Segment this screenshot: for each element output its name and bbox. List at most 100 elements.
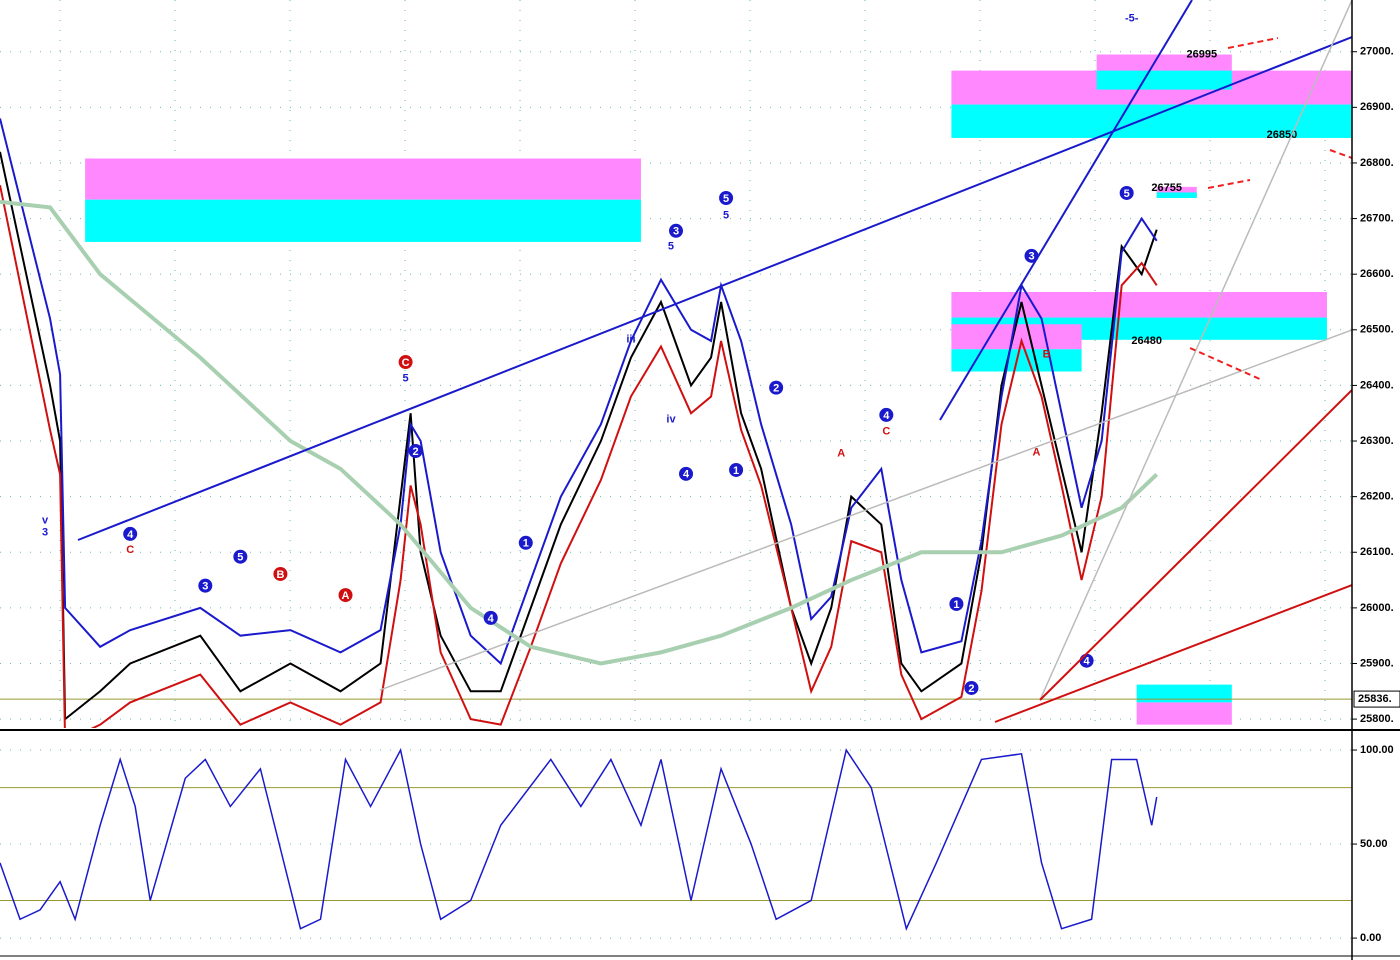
wave-circle: [1119, 185, 1134, 200]
trend-line: [994, 584, 1352, 723]
wave-label: 4: [127, 529, 134, 541]
wave-circle: [398, 355, 413, 370]
wave-circle: [719, 190, 734, 205]
trend-line: [939, 0, 1193, 421]
y-tick-label: 26200.: [1360, 491, 1394, 503]
y-tick-label: 26000.: [1360, 602, 1394, 614]
wave-circle: [949, 596, 964, 611]
wave-label: C: [402, 357, 410, 369]
wave-circle: [198, 578, 213, 593]
zone-band: [1156, 192, 1197, 198]
price-annotation: 26850: [1267, 129, 1298, 141]
y-tick-label: 26800.: [1360, 157, 1394, 169]
zone-band: [951, 324, 1082, 350]
zone-band: [1136, 702, 1232, 725]
wave-label: v: [42, 514, 49, 526]
wave-circle: [964, 680, 979, 695]
y-tick-label: 26100.: [1360, 546, 1394, 558]
wave-circle: [679, 466, 694, 481]
series-line: [0, 184, 1158, 728]
last-price-label: 25836.: [1358, 693, 1392, 705]
y-tick-label: 50.00: [1360, 838, 1388, 850]
trend-line: [1039, 389, 1352, 701]
wave-label: 3: [673, 226, 679, 238]
trend-line: [1039, 0, 1352, 701]
zone-band: [1096, 70, 1232, 90]
wave-label: 5: [723, 210, 729, 222]
zone-band: [85, 199, 641, 242]
zone-band: [1156, 186, 1197, 198]
arrow: [1207, 179, 1251, 189]
y-tick-label: 100.00: [1360, 744, 1394, 756]
wave-label: 1: [733, 465, 739, 477]
wave-label: 4: [883, 410, 890, 422]
series-line: [0, 151, 1158, 722]
trend-lines: [77, 0, 1352, 723]
arrow: [1189, 347, 1263, 381]
series-line: [0, 199, 1159, 666]
y-tick-label: 26400.: [1360, 379, 1394, 391]
wave-label: 3: [42, 527, 48, 539]
wave-circle: [879, 407, 894, 422]
y-tick-label: 0.00: [1360, 932, 1381, 944]
wave-circle: [518, 535, 533, 550]
zone-band: [951, 104, 1352, 138]
wave-label: 1: [953, 599, 959, 611]
y-tick-label: 25800.: [1360, 713, 1394, 725]
zone-band: [951, 291, 1327, 318]
wave-circle: [233, 549, 248, 564]
wave-circle: [483, 610, 498, 625]
price-annotation: 26755: [1151, 182, 1182, 194]
wave-circle: [408, 444, 423, 459]
series-line: [0, 118, 1158, 666]
y-tick-label: 26700.: [1360, 212, 1394, 224]
wave-label: 4: [1084, 656, 1091, 668]
y-tick-label: 26900.: [1360, 101, 1394, 113]
y-tick-label: 27000.: [1360, 46, 1394, 58]
wave-label: 5: [723, 193, 729, 205]
price-annotation: 26995: [1186, 48, 1217, 60]
trend-line: [77, 36, 1352, 541]
price-annotation: -5-: [1125, 12, 1139, 24]
wave-label: 5: [668, 241, 674, 253]
wave-label: A: [342, 590, 350, 602]
wave-label: 1: [523, 538, 529, 550]
wave-label: 2: [413, 446, 419, 458]
oscillator-panel: [0, 747, 1352, 939]
price-panel: -5- 26995 26850 26755 26480 4 C 3 5 B A C 2 4 1 3 5 4 1 2 4 1…: [0, 0, 1352, 728]
y-tick-label: 25900.: [1360, 657, 1394, 669]
wave-label: 4: [488, 613, 495, 625]
wave-label: 2: [968, 683, 974, 695]
wave-label: C: [882, 425, 890, 437]
wave-label: C: [126, 544, 134, 556]
wave-circle: [1024, 248, 1039, 263]
wave-circle: [338, 588, 353, 603]
last-price-box: [1353, 690, 1400, 708]
wave-circle: [669, 223, 683, 238]
y-tick-label: 26300.: [1360, 435, 1394, 447]
y-tick-label: 26600.: [1360, 268, 1394, 280]
wave-label: 5: [237, 552, 243, 564]
wave-label: B: [276, 569, 284, 581]
oscillator-line: [0, 747, 1158, 931]
wave-label: A: [837, 448, 845, 460]
wave-label: 5: [1124, 188, 1130, 200]
zone-band: [1136, 684, 1232, 703]
wave-circle: [273, 566, 288, 581]
wave-label: 5: [403, 373, 409, 385]
wave-label: A: [1033, 446, 1041, 458]
wave-circle: [729, 462, 744, 477]
wave-circle: [769, 380, 784, 395]
trend-line: [379, 329, 1352, 691]
wave-label: 3: [202, 581, 208, 593]
wave-label: B: [1043, 349, 1051, 361]
y-tick-label: 26500.: [1360, 324, 1394, 336]
wave-label: 2: [773, 383, 779, 395]
wave-label: iii: [626, 334, 635, 346]
wave-label: 4: [683, 469, 690, 481]
zone-band: [1096, 54, 1232, 71]
wave-label: iv: [666, 414, 676, 426]
